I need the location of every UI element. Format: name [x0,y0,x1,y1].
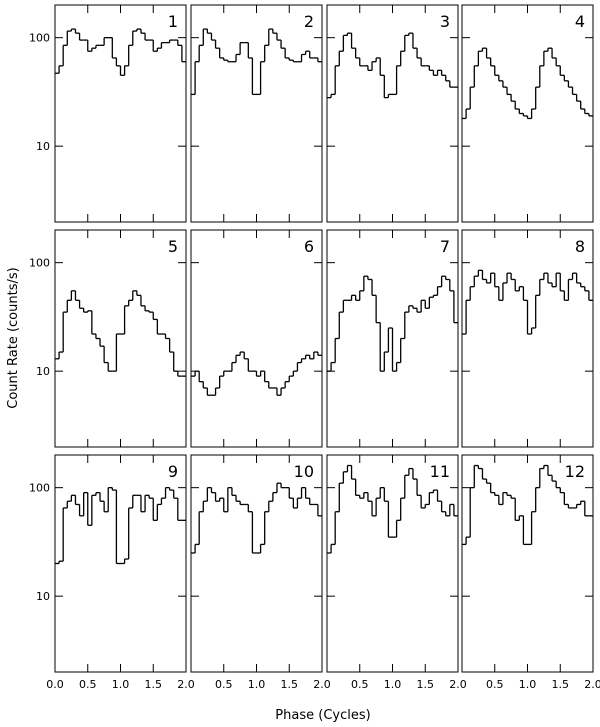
panel-frame [190,4,323,223]
panel-frame [326,454,459,673]
panel-title: 5 [168,237,178,256]
panel-frame [461,229,594,448]
x-axis-title: Phase (Cycles) [275,708,370,723]
panel-title: 12 [565,462,585,481]
x-tick-label: 1.5 [145,678,163,691]
y-tick-label: 100 [29,482,50,495]
x-tick-label: 0.5 [351,678,369,691]
panel-frame [461,4,594,223]
panel-title: 6 [304,237,314,256]
x-tick-label: 1.0 [384,678,402,691]
panel-title: 7 [440,237,450,256]
y-tick-label: 10 [36,590,50,603]
x-tick-label: 0.0 [46,678,64,691]
panel-frame [190,229,323,448]
panel-title: 11 [430,462,450,481]
panel-title: 10 [294,462,314,481]
y-tick-label: 10 [36,365,50,378]
panel-frame [54,4,187,223]
x-tick-label: 2.0 [177,678,195,691]
y-tick-label: 100 [29,257,50,270]
panel-title: 1 [168,12,178,31]
x-tick-label: 1.5 [552,678,570,691]
x-tick-label: 2.0 [449,678,467,691]
x-tick-label: 0.5 [79,678,97,691]
panel-title: 2 [304,12,314,31]
x-tick-label: 1.0 [248,678,266,691]
x-tick-label: 2.0 [584,678,600,691]
panel-frame [326,4,459,223]
panel-frame [461,454,594,673]
panel-title: 4 [575,12,585,31]
y-axis-title: Count Rate (counts/s) [6,267,21,408]
panel-title: 8 [575,237,585,256]
x-tick-label: 0.5 [215,678,233,691]
x-tick-label: 1.0 [112,678,130,691]
panel-title: 9 [168,462,178,481]
y-tick-label: 10 [36,140,50,153]
x-tick-label: 2.0 [313,678,331,691]
panel-title: 3 [440,12,450,31]
y-tick-label: 100 [29,32,50,45]
x-tick-label: 0.5 [486,678,504,691]
x-tick-label: 1.0 [519,678,537,691]
x-tick-label: 1.5 [417,678,435,691]
x-tick-label: 1.5 [281,678,299,691]
